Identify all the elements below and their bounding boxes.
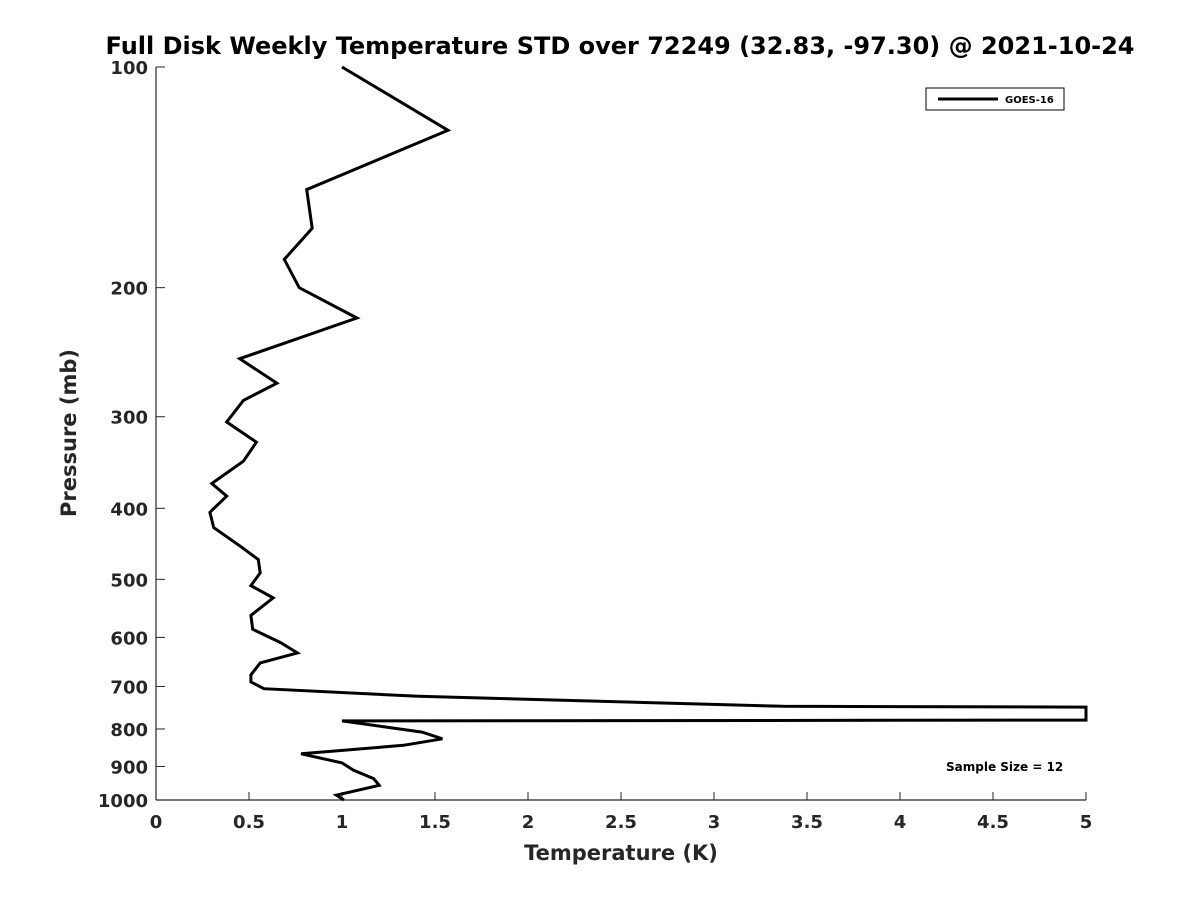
x-axis-ticks: 0 0.5 1 1.5 2 2.5 3 3.5 4 4.5 5 xyxy=(150,792,1093,833)
y-tick-label: 900 xyxy=(110,757,148,778)
y-tick-label: 100 xyxy=(110,58,148,79)
x-tick-label: 2.5 xyxy=(605,812,637,833)
plot-area: 0 0.5 1 1.5 2 2.5 3 3.5 4 4.5 5 100 200 300 400 500 600… xyxy=(98,58,1092,833)
series-line-goes16 xyxy=(208,65,1088,802)
y-tick-label: 400 xyxy=(110,499,148,520)
y-tick-label: 800 xyxy=(110,720,148,741)
y-tick-label: 500 xyxy=(110,570,148,591)
y-tick-label: 700 xyxy=(110,677,148,698)
x-tick-label: 1 xyxy=(336,812,349,833)
legend: GOES-16 xyxy=(925,87,1065,111)
y-axis-ticks: 100 200 300 400 500 600 700 800 900 1000 xyxy=(98,58,165,812)
x-tick-label: 0.5 xyxy=(233,812,265,833)
y-tick-label: 200 xyxy=(110,279,148,300)
x-tick-label: 1.5 xyxy=(419,812,451,833)
sample-size-annotation: Sample Size = 12 xyxy=(946,760,1063,774)
y-tick-label: 300 xyxy=(110,408,148,429)
x-tick-label: 3.5 xyxy=(791,812,823,833)
x-tick-label: 0 xyxy=(150,812,163,833)
legend-label-goes16: GOES-16 xyxy=(1005,95,1054,106)
chart-title: Full Disk Weekly Temperature STD over 72… xyxy=(106,32,1135,60)
x-axis-label: Temperature (K) xyxy=(524,841,718,865)
y-tick-label: 1000 xyxy=(98,791,148,812)
x-tick-label: 2 xyxy=(522,812,535,833)
y-tick-label: 600 xyxy=(110,628,148,649)
x-tick-label: 3 xyxy=(708,812,721,833)
x-tick-label: 4 xyxy=(894,812,907,833)
x-tick-label: 5 xyxy=(1080,812,1093,833)
x-tick-label: 4.5 xyxy=(977,812,1009,833)
y-axis-label: Pressure (mb) xyxy=(57,349,81,517)
